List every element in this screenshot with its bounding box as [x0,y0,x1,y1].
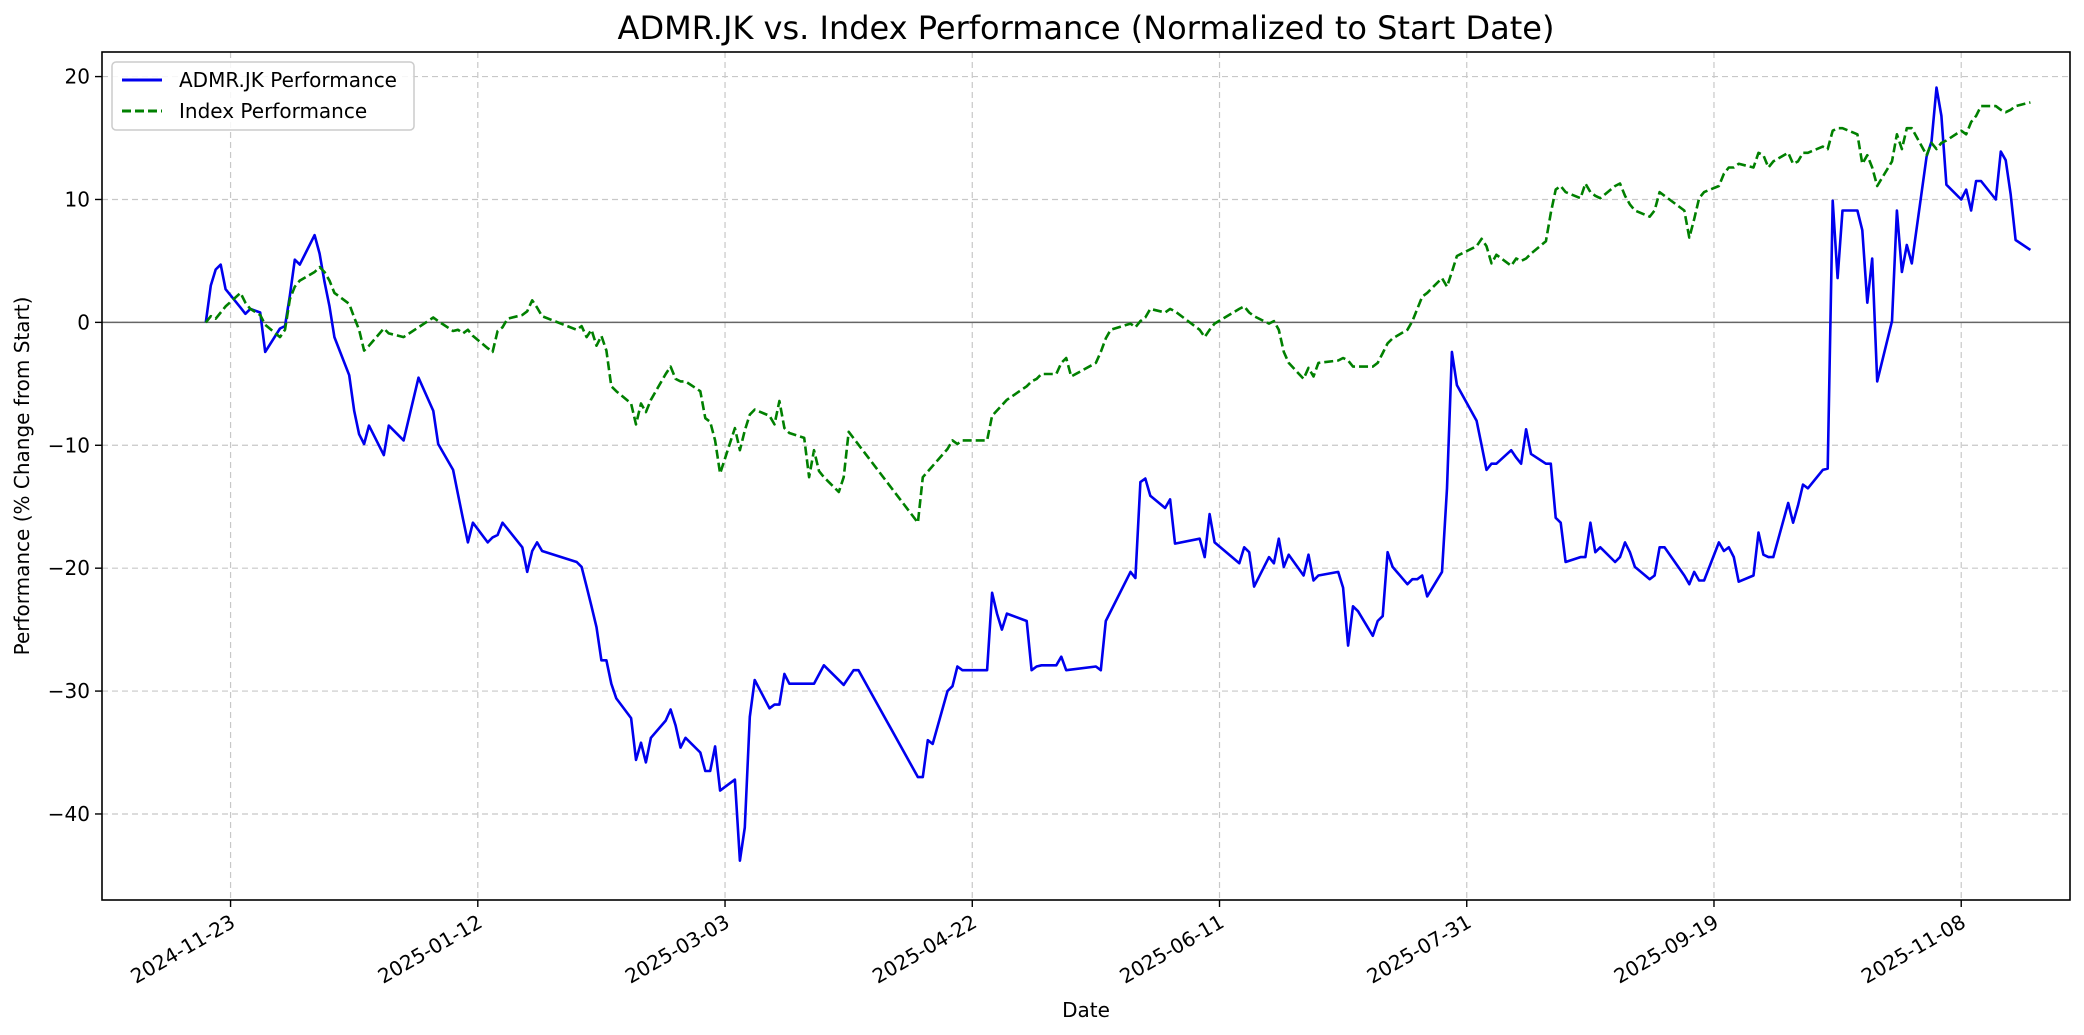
legend-box [111,61,415,131]
chart-title: ADMR.JK vs. Index Performance (Normalize… [618,9,1555,47]
legend: ADMR.JK Performance Index Performance [111,61,415,131]
y-tick-label: 20 [65,65,90,89]
y-tick-label: −40 [48,802,90,826]
x-axis-label: Date [1062,998,1110,1022]
y-tick-label: −10 [48,433,90,457]
plot-frame [101,51,2071,901]
y-tick-label: −20 [48,556,90,580]
y-tick-label: 10 [65,187,90,211]
y-axis-label: Performance (% Change from Start) [10,297,34,656]
grid-layer [102,52,2070,900]
series-line-admr [204,86,2032,863]
series-layer [204,86,2032,863]
series-line-index [204,101,2031,525]
y-axis-ticks: 20 10 0 −10 −20 −30 −40 [48,65,102,826]
y-tick-label: 0 [77,310,90,334]
y-tick-label: −30 [48,679,90,703]
legend-label-index: Index Performance [179,99,367,123]
legend-label-admr: ADMR.JK Performance [179,68,397,92]
